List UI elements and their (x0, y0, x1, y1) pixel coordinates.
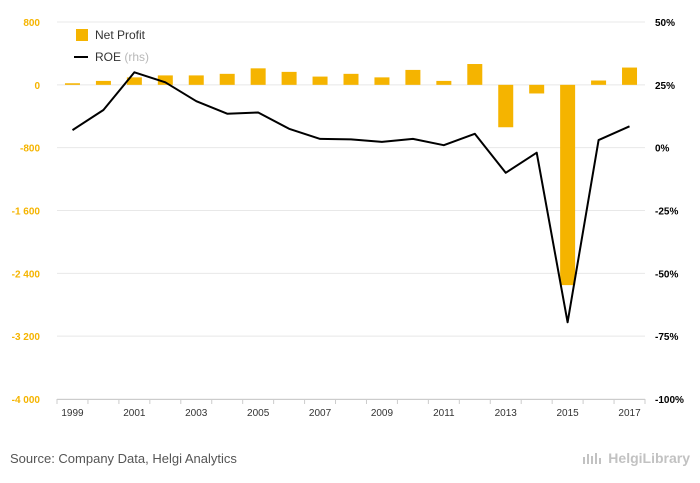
x-tick-label: 2003 (185, 408, 208, 419)
x-tick-label: 2017 (618, 408, 641, 419)
bar-net-profit (281, 71, 297, 85)
x-tick-label: 2001 (123, 408, 146, 419)
x-tick-label: 2015 (557, 408, 580, 419)
line-roe (71, 71, 630, 324)
bar-net-profit (126, 77, 142, 85)
x-tick-label: 2009 (371, 408, 394, 419)
bar-net-profit (219, 73, 235, 85)
bar-net-profit (157, 75, 173, 85)
y-left-tick-label: -800 (20, 144, 40, 155)
combo-chart: 800 0 -800 -1 600 -2 400 -3 200 -4 000 50% 25% 0%… (12, 18, 684, 419)
x-tick-label: 1999 (61, 408, 84, 419)
bar-net-profit (498, 84, 514, 128)
bar-net-profit (529, 84, 545, 94)
bar-net-profit (95, 80, 111, 85)
bar-net-profit (560, 84, 576, 286)
x-tick-label: 2011 (433, 408, 455, 419)
y-right-tick-label: 0% (655, 144, 670, 155)
source-note: Source: Company Data, Helgi Analytics (10, 451, 237, 466)
x-tick-label: 2007 (309, 408, 332, 419)
bar-net-profit (312, 76, 328, 85)
y-right-tick-label: -100% (655, 395, 684, 406)
brand-logo: HelgiLibrary (582, 450, 690, 466)
bar-net-profit (374, 77, 390, 85)
y-left-tick-label: -3 200 (12, 332, 41, 343)
legend-rhs-note: (rhs) (124, 50, 149, 64)
bar-net-profit (405, 69, 421, 85)
brand-name: HelgiLibrary (608, 450, 690, 466)
y-left-tick-label: -1 600 (12, 207, 41, 218)
bar-net-profit (188, 75, 204, 85)
bar-net-profit (467, 64, 483, 85)
y-right-tick-label: -25% (655, 207, 678, 218)
bar-net-profit (436, 80, 452, 85)
legend-label-net-profit: Net Profit (95, 28, 146, 42)
library-icon (583, 453, 602, 464)
y-right-tick-label: -50% (655, 269, 678, 280)
bar-net-profit (591, 80, 607, 85)
legend-swatch-net-profit (76, 29, 88, 41)
bar-net-profit (250, 68, 266, 85)
legend-label-roe: ROE (rhs) (95, 50, 149, 64)
y-left-tick-label: -2 400 (12, 269, 41, 280)
x-tick-label: 2013 (495, 408, 518, 419)
x-tick-label: 2005 (247, 408, 270, 419)
y-right-tick-label: -75% (655, 332, 678, 343)
y-right-tick-label: 50% (655, 18, 675, 29)
bar-net-profit (622, 67, 638, 85)
y-right-tick-label: 25% (655, 81, 675, 92)
y-left-tick-label: 0 (34, 81, 40, 92)
bar-net-profit (343, 73, 359, 85)
y-left-tick-label: -4 000 (12, 395, 41, 406)
y-left-tick-label: 800 (23, 18, 40, 29)
bar-net-profit (64, 83, 80, 85)
